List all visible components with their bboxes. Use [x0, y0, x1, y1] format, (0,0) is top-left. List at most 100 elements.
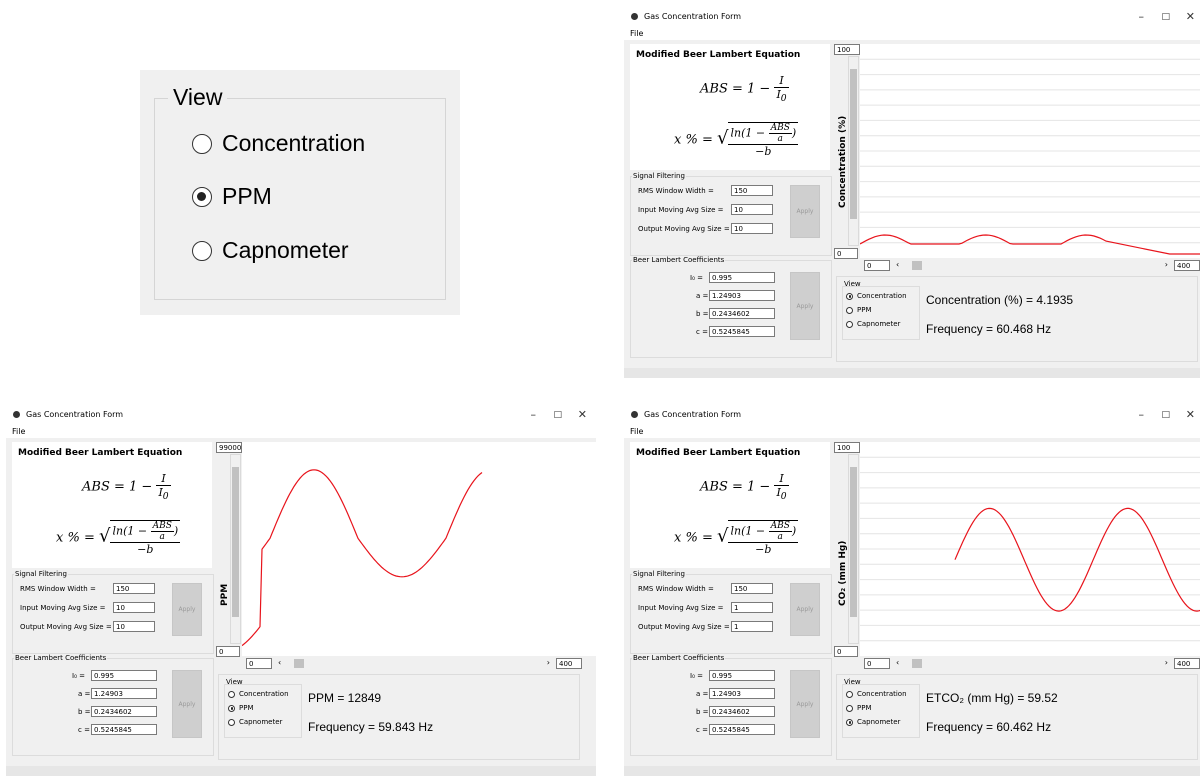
minimize-icon[interactable]: – [1138, 408, 1145, 421]
zoom-radio-ppm[interactable]: PPM [192, 183, 272, 210]
radio-selected-icon[interactable] [228, 704, 235, 712]
x-scroll-thumb[interactable] [912, 659, 922, 668]
coef-c-input[interactable]: 0.5245845 [91, 724, 157, 735]
y-scroll-thumb[interactable] [850, 467, 857, 617]
coef-c-input[interactable]: 0.5245845 [709, 326, 775, 337]
coef-a-input[interactable]: 1.24903 [709, 688, 775, 699]
coef-b-input[interactable]: 0.2434602 [91, 706, 157, 717]
x-min-input[interactable]: 0 [246, 658, 272, 669]
radio-concentration[interactable]: Concentration [846, 292, 907, 300]
x-scroll-thumb[interactable] [294, 659, 304, 668]
x-min-input[interactable]: 0 [864, 260, 890, 271]
y-scrollbar[interactable] [848, 454, 859, 644]
radio-ppm[interactable]: PPM [228, 704, 253, 712]
y-min-input[interactable]: 0 [216, 646, 240, 657]
maximize-icon[interactable]: □ [1161, 12, 1170, 22]
radio-icon[interactable] [846, 320, 853, 328]
y-max-input[interactable]: 100 [834, 442, 860, 453]
rms-window-input[interactable]: 150 [113, 583, 155, 594]
frequency-value: Frequency = 60.462 Hz [926, 720, 1052, 734]
menu-file[interactable]: File [630, 427, 644, 436]
x-scrollbar[interactable]: ‹ › [892, 260, 1172, 271]
rms-window-input[interactable]: 150 [731, 185, 773, 196]
coef-c-input[interactable]: 0.5245845 [709, 724, 775, 735]
radio-ppm[interactable]: PPM [846, 704, 871, 712]
radio-capnometer[interactable]: Capnometer [846, 320, 900, 328]
radio-capnometer[interactable]: Capnometer [228, 718, 282, 726]
y-min-input[interactable]: 0 [834, 248, 858, 259]
scroll-right-icon[interactable]: › [546, 658, 550, 667]
apply-coefficients-button[interactable]: Apply [790, 272, 820, 340]
input-avg-input[interactable]: 10 [731, 204, 773, 215]
zoom-radio-concentration[interactable]: Concentration [192, 130, 365, 157]
y-max-input[interactable]: 99000 [216, 442, 242, 453]
output-avg-input[interactable]: 10 [113, 621, 155, 632]
y-min-input[interactable]: 0 [834, 646, 858, 657]
scroll-left-icon[interactable]: ‹ [278, 658, 282, 667]
radio-selected-icon[interactable] [846, 292, 853, 300]
radio-icon[interactable] [846, 704, 853, 712]
x-max-input[interactable]: 400 [556, 658, 582, 669]
rms-window-input[interactable]: 150 [731, 583, 773, 594]
input-avg-input[interactable]: 10 [113, 602, 155, 613]
coef-i0-input[interactable]: 0.995 [709, 670, 775, 681]
x-min-input[interactable]: 0 [864, 658, 890, 669]
radio-capnometer[interactable]: Capnometer [846, 718, 900, 726]
minimize-icon[interactable]: – [530, 408, 537, 421]
x-scrollbar[interactable]: ‹ › [892, 658, 1172, 669]
coef-i0-input[interactable]: 0.995 [91, 670, 157, 681]
y-max-input[interactable]: 100 [834, 44, 860, 55]
x-scroll-thumb[interactable] [912, 261, 922, 270]
apply-filter-button[interactable]: Apply [790, 185, 820, 238]
y-scroll-thumb[interactable] [850, 69, 857, 219]
close-icon[interactable]: ✕ [577, 408, 587, 421]
radio-icon[interactable] [228, 690, 235, 698]
y-scroll-thumb[interactable] [232, 467, 239, 617]
y-scrollbar[interactable] [848, 56, 859, 246]
output-avg-input[interactable]: 1 [731, 621, 773, 632]
radio-concentration[interactable]: Concentration [846, 690, 907, 698]
apply-filter-button[interactable]: Apply [790, 583, 820, 636]
coef-a-input[interactable]: 1.24903 [91, 688, 157, 699]
radio-icon[interactable] [192, 133, 212, 154]
apply-filter-button[interactable]: Apply [172, 583, 202, 636]
apply-coefficients-button[interactable]: Apply [172, 670, 202, 738]
equation-heading: Modified Beer Lambert Equation [636, 50, 801, 60]
menu-file[interactable]: File [12, 427, 26, 436]
menu-file[interactable]: File [630, 29, 644, 38]
close-icon[interactable]: ✕ [1185, 408, 1195, 421]
radio-selected-icon[interactable] [192, 186, 212, 207]
x-max-input[interactable]: 400 [1174, 658, 1200, 669]
input-avg-label: Input Moving Avg Size = [638, 604, 724, 612]
y-scrollbar[interactable] [230, 454, 241, 644]
scroll-left-icon[interactable]: ‹ [896, 658, 900, 667]
output-avg-input[interactable]: 10 [731, 223, 773, 234]
zoom-radio-capnometer[interactable]: Capnometer [192, 237, 349, 264]
coef-label-c: c = [78, 726, 90, 734]
maximize-icon[interactable]: □ [1161, 410, 1170, 420]
radio-ppm[interactable]: PPM [846, 306, 871, 314]
apply-coefficients-button[interactable]: Apply [790, 670, 820, 738]
close-icon[interactable]: ✕ [1185, 10, 1195, 23]
maximize-icon[interactable]: □ [553, 410, 562, 420]
input-avg-input[interactable]: 1 [731, 602, 773, 613]
radio-icon[interactable] [228, 718, 235, 726]
coef-a-input[interactable]: 1.24903 [709, 290, 775, 301]
scroll-left-icon[interactable]: ‹ [896, 260, 900, 269]
radio-icon[interactable] [846, 690, 853, 698]
signal-trace [242, 469, 483, 647]
coef-i0-input[interactable]: 0.995 [709, 272, 775, 283]
scroll-right-icon[interactable]: › [1164, 658, 1168, 667]
rms-label: RMS Window Width = [20, 585, 96, 593]
radio-icon[interactable] [192, 240, 212, 261]
radio-concentration[interactable]: Concentration [228, 690, 289, 698]
coef-b-input[interactable]: 0.2434602 [709, 706, 775, 717]
x-scrollbar[interactable]: ‹ › [274, 658, 554, 669]
radio-selected-icon[interactable] [846, 718, 853, 726]
abs-equation: ABS = 1 − I I0 [82, 472, 171, 503]
minimize-icon[interactable]: – [1138, 10, 1145, 23]
x-max-input[interactable]: 400 [1174, 260, 1200, 271]
radio-icon[interactable] [846, 306, 853, 314]
scroll-right-icon[interactable]: › [1164, 260, 1168, 269]
coef-b-input[interactable]: 0.2434602 [709, 308, 775, 319]
